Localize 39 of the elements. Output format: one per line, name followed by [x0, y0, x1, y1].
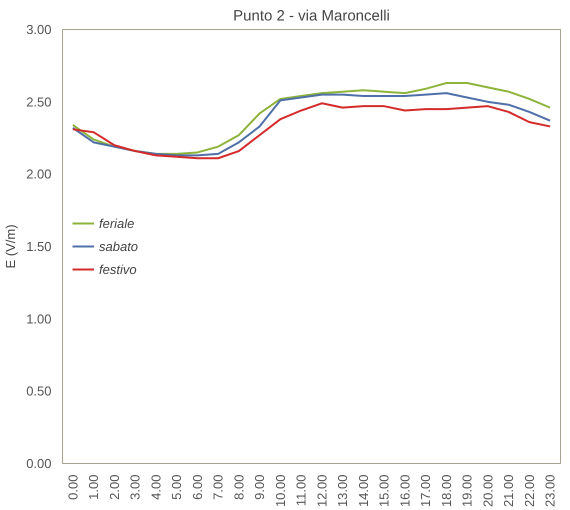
line-series: [72, 82, 552, 155]
x-tick-label: 20.00: [480, 474, 496, 508]
x-tick-label: 2.00: [106, 474, 122, 500]
y-tick-label: 0.00: [26, 456, 52, 471]
x-tick-label: 9.00: [252, 474, 268, 500]
y-tick-label: 2.00: [26, 166, 52, 182]
y-tick-label: 1.00: [26, 311, 52, 326]
x-tick-label: 4.00: [148, 474, 164, 500]
legend-label: sabato: [99, 238, 138, 254]
x-tick-label: 14.00: [356, 474, 371, 508]
x-tick-label: 15.00: [376, 474, 392, 508]
x-tick-label: 13.00: [335, 474, 350, 508]
x-tick-label: 8.00: [231, 474, 246, 500]
x-tick-label: 19.00: [460, 474, 475, 508]
y-tick-label: 2.50: [26, 94, 52, 110]
x-tick-label: 12.00: [314, 474, 330, 508]
x-tick-label: 5.00: [169, 474, 184, 500]
line-series: [72, 92, 552, 156]
x-tick-label: 18.00: [438, 474, 454, 508]
x-tick-label: 11.00: [294, 474, 309, 506]
x-tick-label: 22.00: [522, 474, 537, 508]
x-tick-label: 7.00: [210, 474, 226, 500]
y-tick-label: 0.50: [26, 384, 52, 399]
x-tick-label: 6.00: [190, 474, 205, 500]
y-tick-label: 1.50: [26, 239, 52, 254]
y-axis-title: E (V/m): [3, 224, 18, 269]
x-tick-label: 21.00: [501, 474, 516, 508]
x-tick-label: 1.00: [86, 474, 102, 500]
x-tick-label: 17.00: [418, 474, 434, 508]
legend-label: feriale: [99, 216, 134, 230]
chart-title: Punto 2 - via Maroncelli: [233, 8, 390, 24]
x-tick-label: 10.00: [272, 474, 288, 508]
legend-label: festivo: [99, 262, 137, 276]
x-tick-label: 0.00: [65, 474, 80, 500]
x-tick-label: 16.00: [397, 474, 412, 508]
x-tick-label: 23.00: [542, 474, 558, 508]
line-series: [72, 102, 552, 160]
y-tick-label: 3.00: [26, 22, 52, 37]
x-tick-label: 3.00: [128, 474, 143, 500]
